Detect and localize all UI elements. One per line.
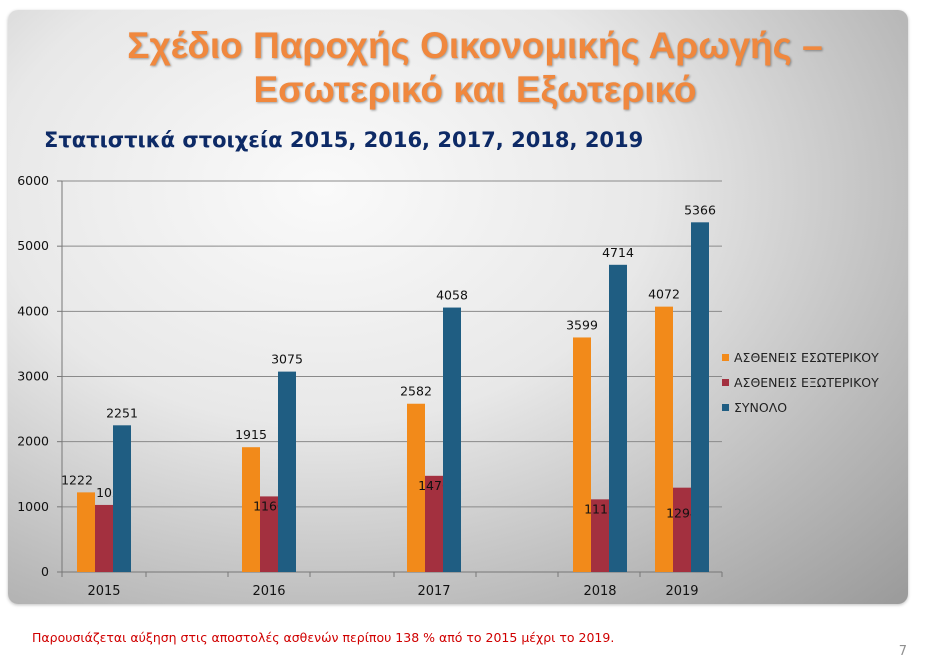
bar-domestic-2018 bbox=[573, 337, 591, 572]
legend-swatch bbox=[722, 379, 729, 386]
bar-domestic-2019 bbox=[655, 306, 673, 572]
data-label: 2251 bbox=[106, 405, 138, 420]
chart-subtitle: Στατιστικά στοιχεία 2015, 2016, 2017, 20… bbox=[44, 128, 644, 152]
y-tick-label: 6000 bbox=[17, 173, 49, 188]
bar-total-2018 bbox=[609, 264, 627, 572]
data-label: 4072 bbox=[648, 287, 680, 302]
bar-abroad-2019 bbox=[673, 487, 691, 572]
bar-abroad-2017 bbox=[425, 475, 443, 572]
y-tick-label: 4000 bbox=[17, 303, 49, 318]
legend-entry: ΑΣΘΕΝΕΙΣ ΕΣΩΤΕΡΙΚΟΥ bbox=[722, 345, 879, 370]
y-tick-label: 1000 bbox=[17, 499, 49, 514]
x-tick-label: 2019 bbox=[665, 584, 698, 599]
page-number: 7 bbox=[898, 644, 907, 659]
data-label: 3075 bbox=[271, 352, 303, 367]
x-tick-label: 2015 bbox=[87, 584, 120, 599]
legend-entry: ΣΥΝΟΛΟ bbox=[722, 395, 879, 420]
slide-title: Σχέδιο Παροχής Οικονομικής Αρωγής – Εσωτ… bbox=[127, 25, 823, 110]
x-tick-label: 2018 bbox=[583, 584, 616, 599]
data-label: 1222 bbox=[61, 472, 93, 487]
legend-swatch bbox=[722, 404, 729, 411]
bar-domestic-2015 bbox=[77, 492, 95, 572]
data-label: 3599 bbox=[566, 317, 598, 332]
x-tick-label: 2016 bbox=[252, 584, 285, 599]
bar-domestic-2017 bbox=[407, 403, 425, 572]
data-label: 1115 bbox=[584, 501, 616, 516]
bar-abroad-2015 bbox=[95, 504, 113, 572]
footnote: Παρουσιάζεται αύξηση στις αποστολές ασθε… bbox=[32, 630, 615, 645]
data-label: 1915 bbox=[235, 427, 267, 442]
data-label: 4714 bbox=[602, 245, 634, 260]
data-label: 1294 bbox=[666, 506, 698, 521]
bar-total-2017 bbox=[443, 307, 461, 572]
legend-label: ΑΣΘΕΝΕΙΣ ΕΣΩΤΕΡΙΚΟΥ bbox=[734, 350, 879, 365]
data-label: 5366 bbox=[684, 202, 716, 217]
y-tick-label: 0 bbox=[41, 564, 49, 579]
bar-abroad-2016 bbox=[260, 496, 278, 572]
data-label: 1476 bbox=[418, 478, 450, 493]
y-tick-label: 5000 bbox=[17, 238, 49, 253]
legend-label: ΣΥΝΟΛΟ bbox=[734, 400, 788, 415]
legend-swatch bbox=[722, 354, 729, 361]
bar-domestic-2016 bbox=[242, 447, 260, 572]
x-tick-label: 2017 bbox=[417, 584, 450, 599]
bar-total-2019 bbox=[691, 222, 709, 572]
data-label: 2582 bbox=[400, 384, 432, 399]
bar-total-2015 bbox=[113, 425, 131, 572]
bar-abroad-2018 bbox=[591, 499, 609, 572]
y-tick-label: 2000 bbox=[17, 434, 49, 449]
bar-total-2016 bbox=[278, 371, 296, 572]
legend-entry: ΑΣΘΕΝΕΙΣ ΕΞΩΤΕΡΙΚΟΥ bbox=[722, 370, 879, 395]
data-label: 1160 bbox=[253, 498, 285, 513]
y-tick-label: 3000 bbox=[17, 369, 49, 384]
legend-label: ΑΣΘΕΝΕΙΣ ΕΞΩΤΕΡΙΚΟΥ bbox=[734, 375, 879, 390]
bar-chart: 0100020003000400050006000122210292251201… bbox=[17, 173, 723, 599]
data-label: 4058 bbox=[436, 288, 468, 303]
chart-legend: ΑΣΘΕΝΕΙΣ ΕΣΩΤΕΡΙΚΟΥ ΑΣΘΕΝΕΙΣ ΕΞΩΤΕΡΙΚΟΥ ΣΥ… bbox=[722, 345, 879, 420]
